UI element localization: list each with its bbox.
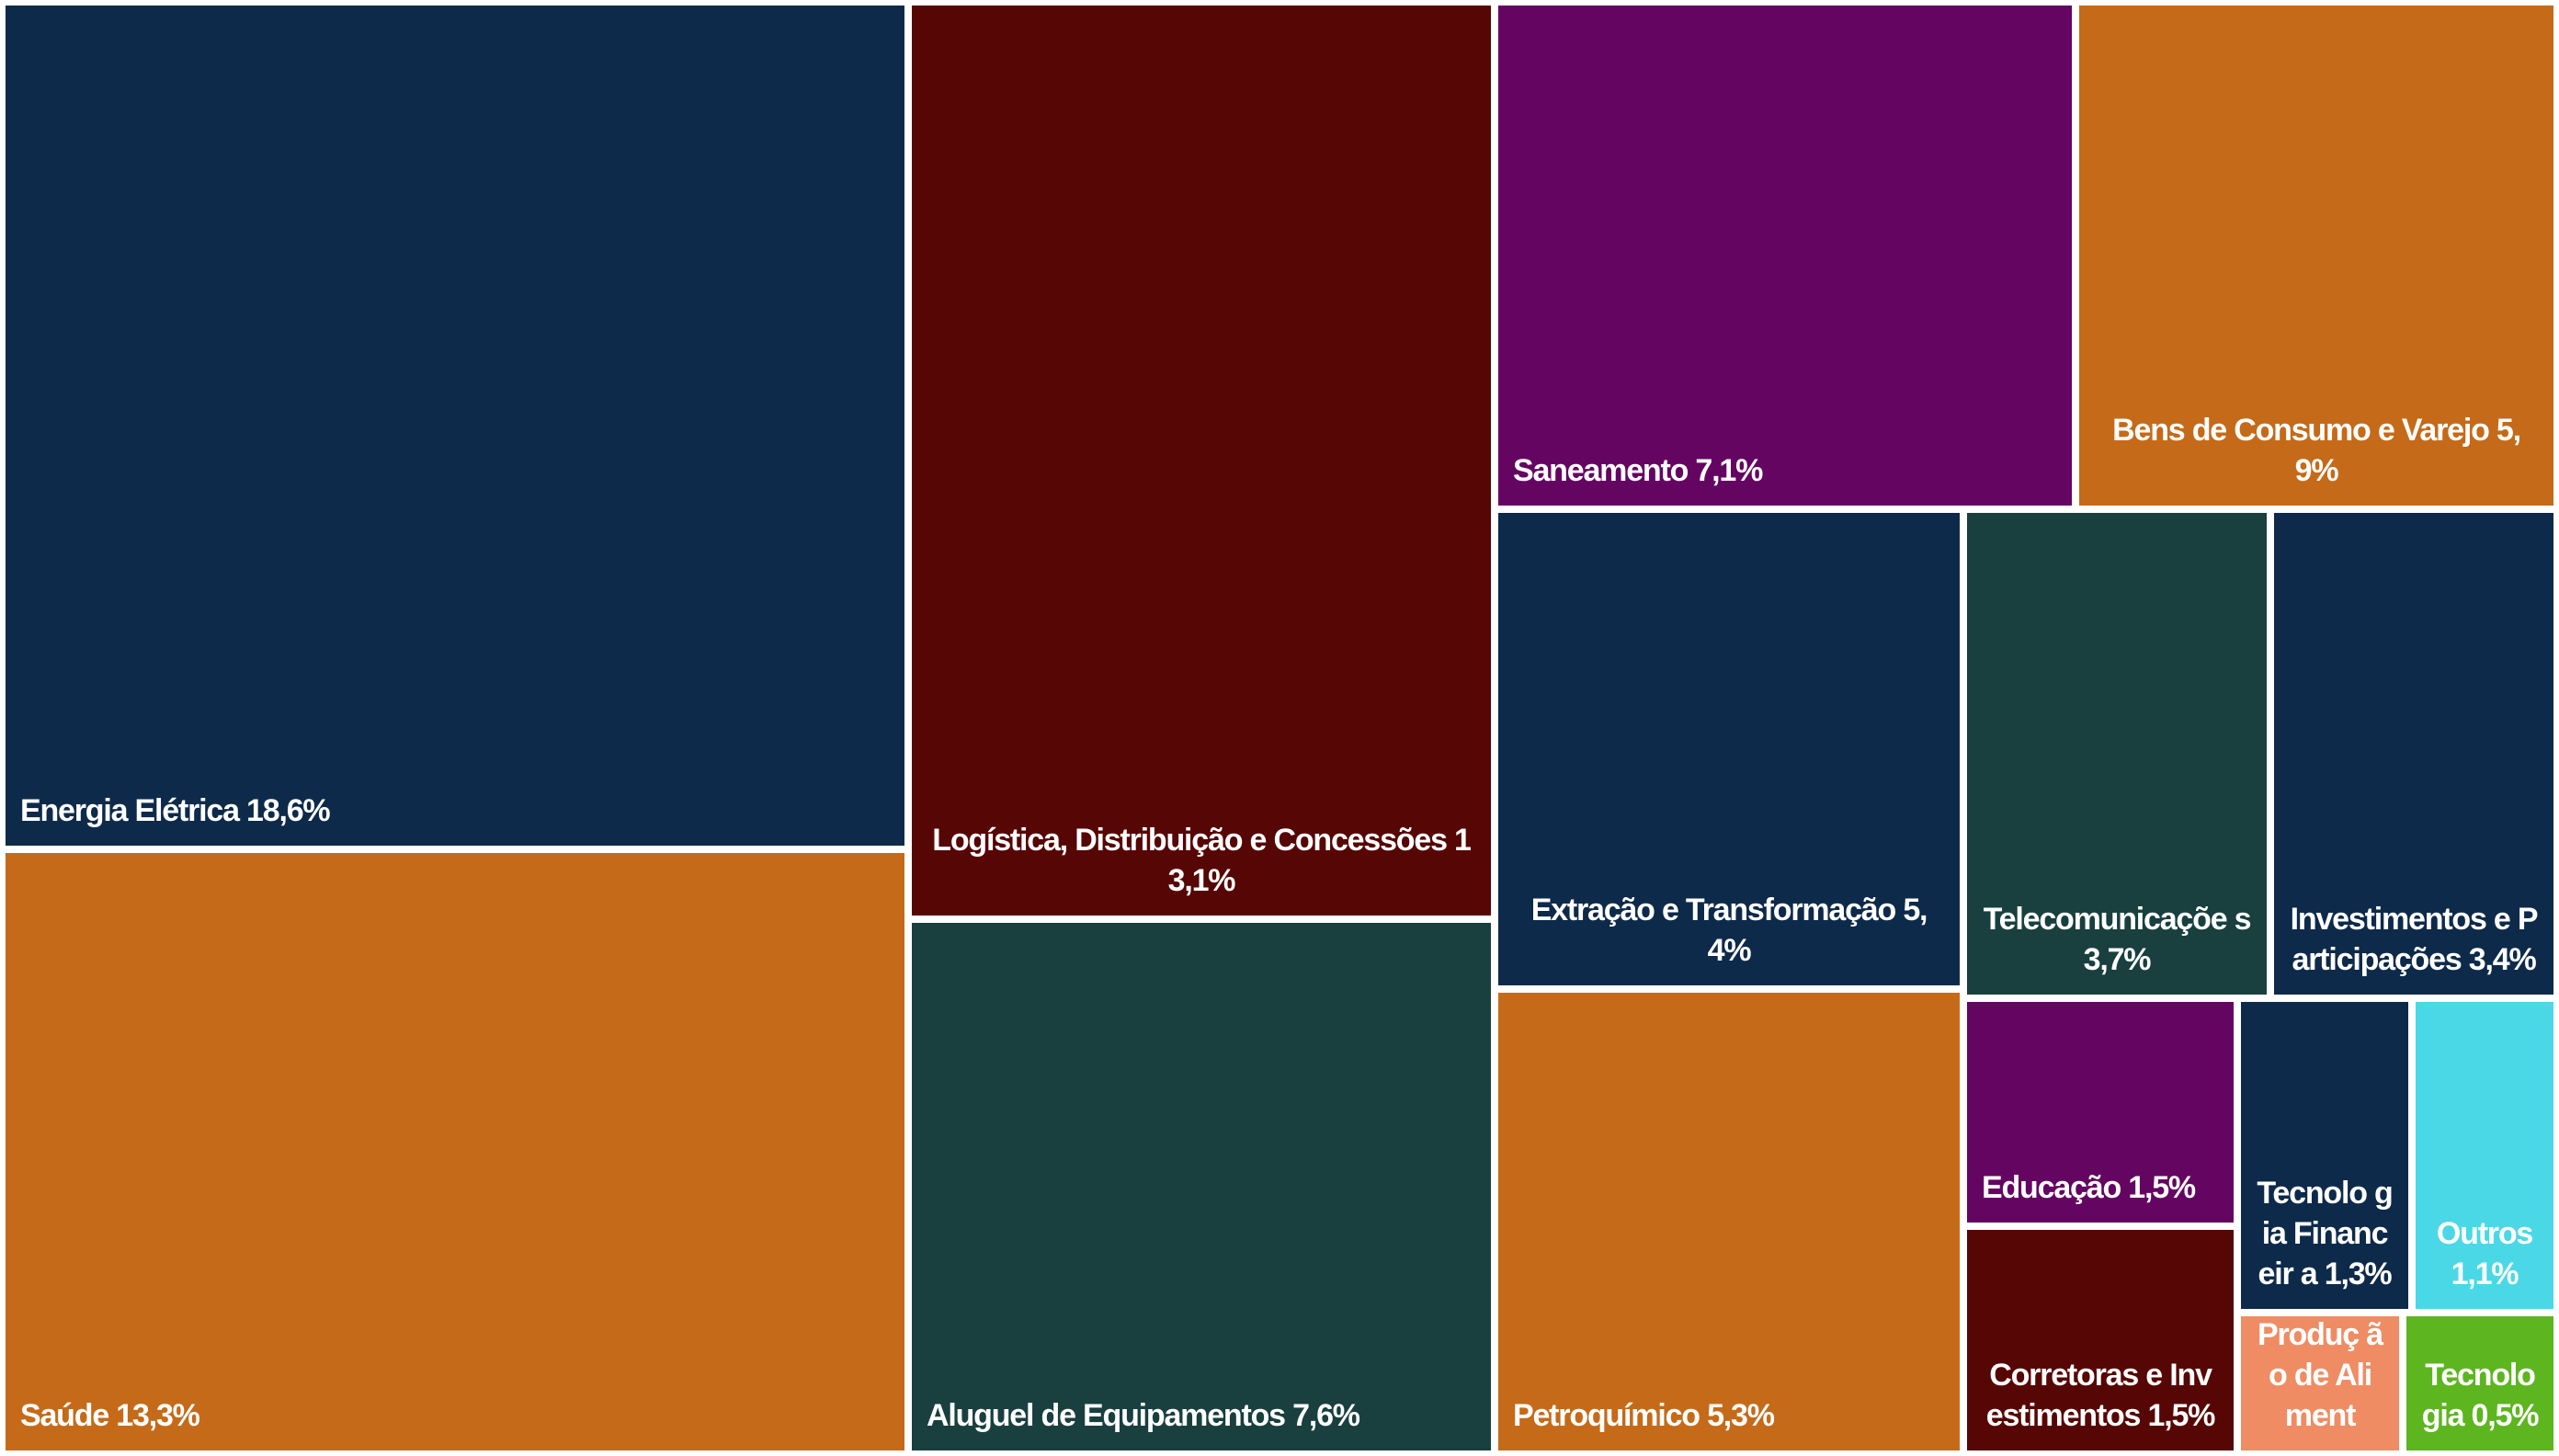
treemap-tile-corretoras-e-investimentos: Corretoras e Investimentos 1,5% [1967,1230,2234,1450]
tile-label: Petroquímico 5,3% [1513,1398,1775,1433]
tile-label: Logística, Distribuição e Concessões 13,… [932,823,1472,898]
treemap-tile-energia-eletrica: Energia Elétrica 18,6% [6,6,904,846]
tile-label: Bens de Consumo e Varejo 5,9% [2112,413,2521,488]
tile-label: Saneamento 7,1% [1513,453,1763,488]
tile-label: Energia Elétrica 18,6% [20,793,331,828]
treemap-tile-tecnologia-financeira: Tecnolo gia Financeir a 1,3% [2241,1002,2408,1309]
tile-label: Tecnolo gia Financeir a 1,3% [2257,1176,2393,1291]
tile-label: Tecnolo gia 0,5% [2421,1358,2540,1433]
treemap-tile-saude: Saúde 13,3% [6,853,904,1450]
treemap-tile-logistica-distribuicao-e-concessoes: Logística, Distribuição e Concessões 13,… [912,6,1491,916]
tile-label: Outros 1,1% [2436,1216,2533,1291]
treemap-tile-outros: Outros 1,1% [2416,1002,2553,1309]
treemap-tile-producao-de-alimentos: Produç ão de Aliment [2241,1316,2399,1450]
treemap-tile-bens-de-consumo-e-varejo: Bens de Consumo e Varejo 5,9% [2079,6,2553,506]
treemap-tile-saneamento: Saneamento 7,1% [1498,6,2072,506]
tile-label: Corretoras e Investimentos 1,5% [1985,1358,2216,1433]
tile-label: Investimentos e Participações 3,4% [2290,902,2539,977]
treemap-tile-petroquimico: Petroquímico 5,3% [1498,993,1960,1450]
tile-label: Aluguel de Equipamentos 7,6% [927,1398,1360,1433]
treemap-tile-aluguel-de-equipamentos: Aluguel de Equipamentos 7,6% [912,923,1491,1450]
tile-label: Saúde 13,3% [20,1398,200,1433]
tile-label: Educação 1,5% [1982,1170,2196,1205]
tile-label: Telecomunicaçõe s 3,7% [1983,902,2252,977]
tile-label: Produç ão de Aliment [2258,1317,2383,1433]
treemap-tile-investimentos-e-participacoes: Investimentos e Participações 3,4% [2274,513,2553,995]
tile-label: Extração e Transformação 5,4% [1530,893,1928,968]
treemap-tile-telecomunicacoes: Telecomunicaçõe s 3,7% [1967,513,2267,995]
treemap-tile-extracao-e-transformacao: Extração e Transformação 5,4% [1498,513,1960,985]
treemap-tile-tecnologia: Tecnolo gia 0,5% [2406,1316,2553,1450]
treemap-tile-educacao: Educação 1,5% [1967,1002,2234,1223]
